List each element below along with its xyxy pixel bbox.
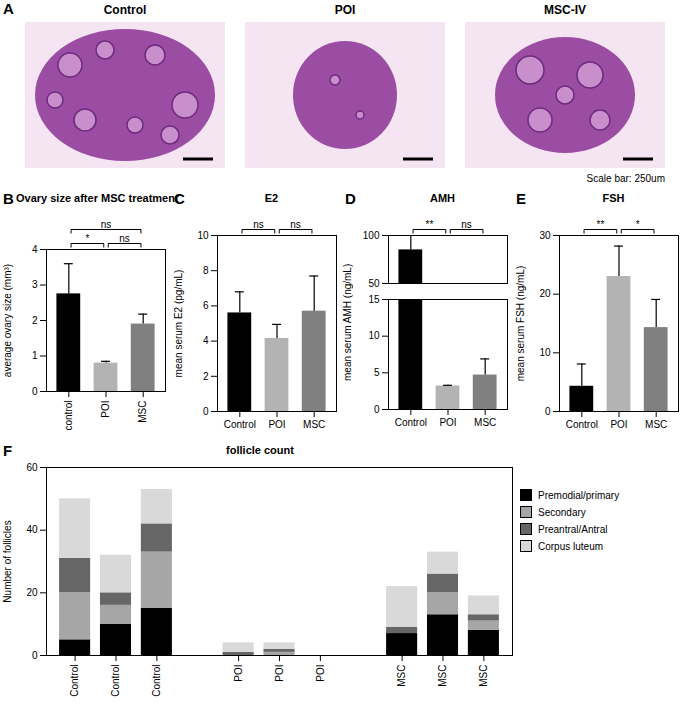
- svg-text:Control: Control: [104, 3, 147, 17]
- svg-text:POI: POI: [233, 665, 244, 682]
- svg-text:MSC: MSC: [137, 401, 148, 423]
- svg-text:0: 0: [374, 404, 380, 415]
- html-text:A: A: [3, 0, 14, 17]
- svg-text:0: 0: [32, 386, 38, 397]
- svg-text:0: 0: [545, 406, 551, 417]
- svg-text:ns: ns: [290, 219, 301, 230]
- html-text:D: D: [345, 190, 356, 207]
- svg-text:POI: POI: [268, 419, 285, 430]
- svg-text:mean serum E2 (pg/mL): mean serum E2 (pg/mL): [173, 270, 184, 378]
- svg-text:mean serum FSH (ng/mL): mean serum FSH (ng/mL): [515, 266, 526, 382]
- svg-text:ns: ns: [253, 219, 264, 230]
- html-text:mean serum AMH (ng/mL): mean serum AMH (ng/mL): [342, 263, 353, 381]
- svg-text:10: 10: [368, 330, 380, 341]
- html-text:BOvary size after MSC treatmen: BOvary size after MSC treatment: [3, 190, 179, 207]
- svg-text:30: 30: [539, 230, 551, 241]
- svg-text:Scale bar: 250um: Scale bar: 250um: [587, 173, 665, 184]
- svg-text:2: 2: [203, 371, 209, 382]
- svg-text:0: 0: [203, 406, 209, 417]
- svg-text:Number of follicles: Number of follicles: [2, 520, 13, 602]
- svg-text:POI: POI: [610, 419, 627, 430]
- svg-text:0: 0: [32, 650, 38, 661]
- html-text:Corpus luteum: Corpus luteum: [538, 540, 603, 552]
- svg-text:**: **: [597, 219, 605, 230]
- svg-text:MSC: MSC: [437, 665, 448, 687]
- html-text:follicle count: follicle count: [226, 444, 294, 456]
- svg-text:6: 6: [203, 300, 209, 311]
- html-text:AMH: AMH: [430, 192, 455, 204]
- svg-text:control: control: [63, 401, 74, 431]
- svg-text:ns: ns: [101, 219, 112, 230]
- html-text:Secondary: Secondary: [538, 506, 586, 518]
- svg-text:2: 2: [32, 315, 38, 326]
- svg-text:ns: ns: [119, 233, 130, 244]
- svg-text:MSC: MSC: [478, 665, 489, 687]
- svg-text:60: 60: [26, 462, 38, 473]
- svg-text:*: *: [85, 233, 89, 244]
- svg-text:average ovary size (mm³): average ovary size (mm³): [2, 264, 13, 377]
- svg-text:POI: POI: [335, 3, 356, 17]
- svg-text:*: *: [636, 219, 640, 230]
- html-text:FSH: FSH: [602, 192, 625, 204]
- svg-text:50: 50: [368, 278, 380, 289]
- svg-text:4: 4: [32, 244, 38, 255]
- svg-text:ns: ns: [461, 219, 472, 230]
- svg-text:40: 40: [26, 524, 38, 535]
- svg-text:10: 10: [539, 347, 551, 358]
- svg-text:Control: Control: [566, 419, 598, 430]
- svg-text:**: **: [426, 219, 434, 230]
- svg-text:POI: POI: [315, 665, 326, 682]
- html-text:E: E: [516, 190, 526, 207]
- html-text:E2: E2: [264, 192, 279, 204]
- html-text:C: C: [174, 190, 185, 207]
- svg-text:Control: Control: [69, 665, 80, 697]
- svg-text:MSC: MSC: [645, 419, 667, 430]
- svg-text:POI: POI: [100, 401, 111, 418]
- svg-text:5: 5: [374, 367, 380, 378]
- svg-text:Control: Control: [395, 417, 427, 428]
- svg-text:15: 15: [368, 294, 380, 305]
- svg-text:MSC: MSC: [303, 419, 325, 430]
- svg-text:100: 100: [363, 230, 380, 241]
- html-text:Preantral/Antral: Preantral/Antral: [538, 523, 608, 535]
- svg-text:Control: Control: [224, 419, 256, 430]
- svg-text:MSC: MSC: [474, 417, 496, 428]
- svg-text:8: 8: [203, 265, 209, 276]
- svg-text:POI: POI: [274, 665, 285, 682]
- html-text:Premodial/primary: Premodial/primary: [538, 489, 620, 501]
- html-text:F: F: [3, 442, 13, 459]
- svg-text:1: 1: [32, 350, 38, 361]
- svg-text:Control: Control: [110, 665, 121, 697]
- svg-text:20: 20: [26, 587, 38, 598]
- svg-text:MSC-IV: MSC-IV: [544, 3, 586, 17]
- svg-text:10: 10: [197, 230, 209, 241]
- svg-text:20: 20: [539, 288, 551, 299]
- svg-text:Control: Control: [151, 665, 162, 697]
- svg-text:4: 4: [203, 335, 209, 346]
- svg-text:POI: POI: [439, 417, 456, 428]
- svg-text:3: 3: [32, 279, 38, 290]
- svg-text:MSC: MSC: [396, 665, 407, 687]
